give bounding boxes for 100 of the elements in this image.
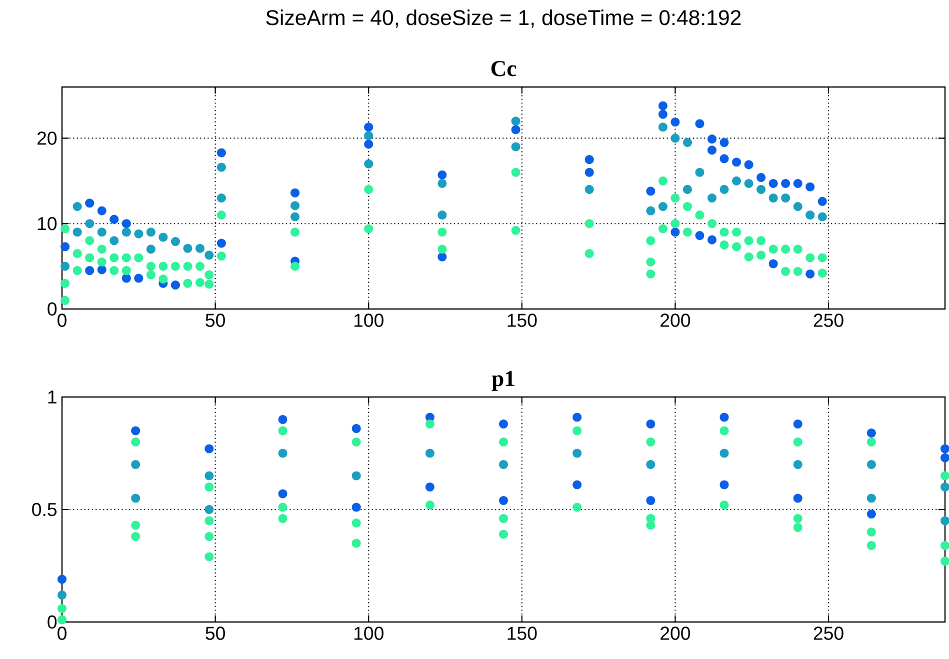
point	[866, 428, 876, 438]
point	[646, 419, 656, 429]
point	[134, 229, 144, 238]
point	[744, 160, 754, 170]
point	[793, 494, 802, 503]
point	[756, 184, 766, 194]
point	[584, 168, 594, 177]
point	[511, 125, 520, 134]
point	[85, 219, 94, 228]
point	[183, 244, 192, 253]
point	[204, 471, 214, 480]
point	[278, 414, 288, 424]
x-tick-label: 100	[354, 626, 384, 640]
point	[110, 214, 119, 224]
point	[498, 514, 508, 524]
point	[682, 184, 692, 194]
point	[584, 184, 594, 194]
y-tick-label: 10	[38, 216, 57, 230]
point	[707, 235, 717, 244]
point	[646, 186, 656, 196]
point	[425, 500, 434, 510]
point	[695, 231, 704, 240]
point	[131, 437, 140, 447]
point	[352, 471, 361, 480]
point	[818, 196, 827, 206]
point	[146, 244, 156, 254]
x-tick-label: 0	[58, 314, 66, 327]
point	[438, 252, 447, 262]
point	[646, 460, 656, 470]
point	[57, 574, 67, 584]
point	[768, 193, 778, 203]
point	[72, 228, 82, 237]
point	[511, 142, 520, 152]
point	[97, 206, 106, 216]
point	[658, 110, 668, 119]
point	[134, 274, 144, 283]
point	[158, 232, 168, 242]
point	[806, 269, 815, 279]
point	[793, 178, 802, 188]
point	[278, 514, 288, 524]
point	[793, 437, 802, 447]
point	[364, 140, 374, 149]
point	[122, 274, 131, 283]
point	[572, 426, 582, 436]
point	[131, 520, 140, 530]
point	[498, 460, 508, 470]
point	[707, 134, 717, 144]
point	[695, 168, 704, 177]
x-tick-label: 150	[508, 314, 537, 327]
point	[720, 138, 729, 148]
point	[131, 494, 140, 503]
point	[658, 122, 668, 132]
point	[768, 259, 778, 268]
point	[364, 159, 374, 168]
x-tick-label: 50	[206, 314, 225, 327]
point	[364, 131, 374, 140]
point	[352, 518, 361, 528]
point	[204, 532, 214, 542]
point	[695, 119, 704, 128]
x-tick-label: 0	[58, 626, 66, 640]
point	[204, 552, 214, 562]
point	[216, 148, 226, 158]
point	[781, 193, 790, 203]
point	[57, 604, 67, 614]
chart-subtitle: Cc	[491, 60, 516, 76]
point	[720, 426, 729, 436]
point	[646, 496, 656, 506]
point	[204, 250, 214, 260]
point	[572, 448, 582, 458]
x-tick-label: 50	[206, 626, 225, 640]
point	[72, 202, 82, 212]
point	[707, 146, 717, 155]
point	[720, 412, 729, 422]
point	[425, 448, 434, 458]
point	[658, 202, 668, 212]
point	[60, 242, 70, 252]
point	[756, 172, 766, 182]
point	[744, 178, 754, 188]
point	[866, 437, 876, 447]
point	[131, 532, 140, 542]
y-tick-label: 1	[48, 390, 56, 404]
point	[720, 184, 729, 194]
chart-title: p1	[492, 371, 514, 391]
point	[793, 460, 802, 470]
point	[352, 437, 361, 447]
point	[768, 178, 778, 188]
chart-title: SizeArm = 40, doseSize = 1, doseTime = 0:48:192	[266, 10, 741, 28]
point	[57, 615, 67, 624]
point	[498, 419, 508, 429]
point	[110, 236, 119, 246]
point	[204, 504, 214, 514]
x-tick-label: 250	[814, 314, 844, 327]
point	[584, 155, 594, 164]
point	[720, 448, 729, 458]
point	[204, 482, 214, 492]
point	[97, 228, 106, 237]
point	[793, 202, 802, 212]
point	[866, 509, 876, 519]
point	[498, 437, 508, 447]
point	[682, 138, 692, 148]
